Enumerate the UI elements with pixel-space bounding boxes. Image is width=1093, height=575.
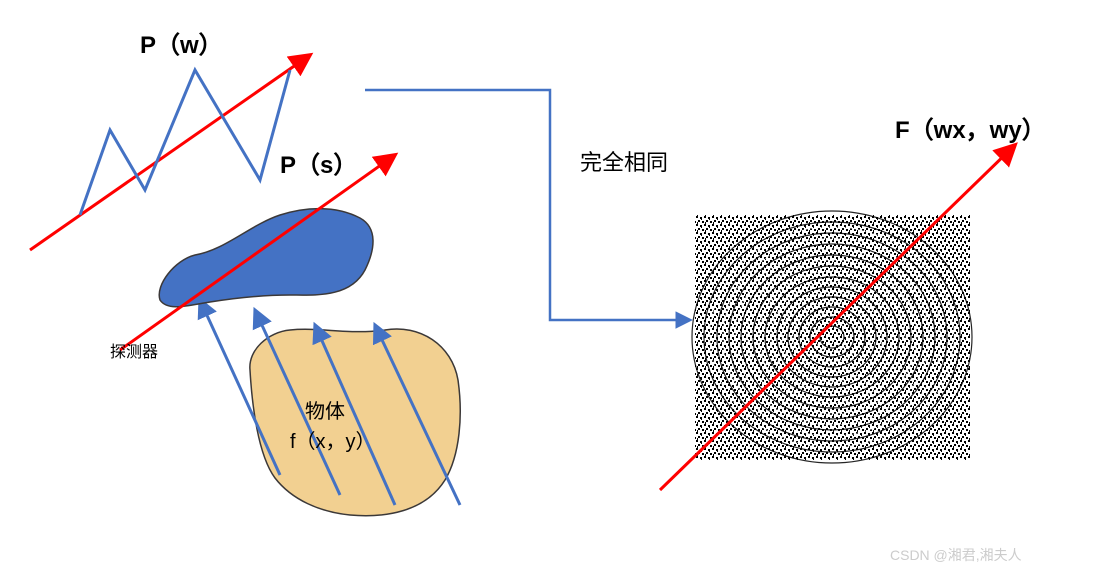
label-pw: P（w） <box>140 25 223 60</box>
label-object: 物体 <box>305 395 345 424</box>
label-detector: 探测器 <box>110 338 158 362</box>
object-blob <box>250 329 460 516</box>
label-equal: 完全相同 <box>580 145 668 177</box>
watermark: CSDN @湘君,湘夫人 <box>890 545 1022 565</box>
label-fwxwy: F（wx，wy） <box>895 110 1046 145</box>
label-fxy: f（x，y） <box>290 425 376 454</box>
diagram-canvas <box>0 0 1093 575</box>
fourier-spectrum-image <box>692 211 972 463</box>
label-ps: P（s） <box>280 145 357 180</box>
detector-blob <box>159 209 373 307</box>
equivalence-connector <box>365 90 690 320</box>
